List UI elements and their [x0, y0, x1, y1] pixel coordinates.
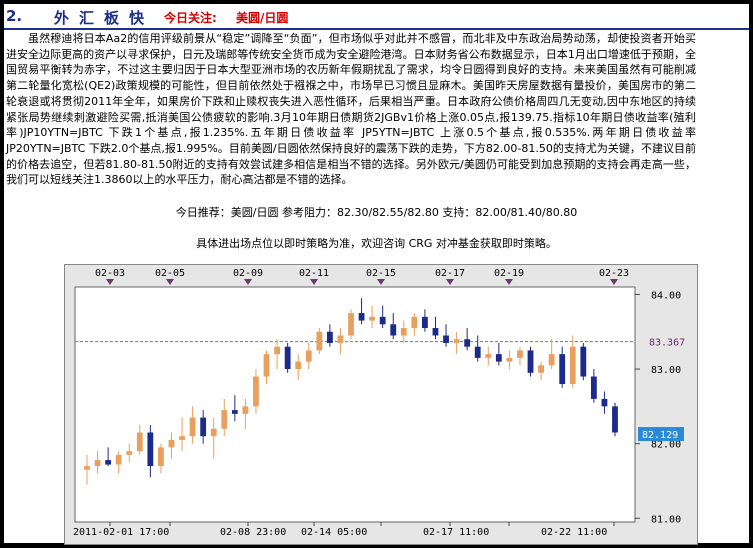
candle-body [210, 428, 217, 437]
candle-body [168, 439, 175, 448]
candle-body [305, 350, 312, 362]
date-marker-icon [377, 279, 385, 285]
usdjpy-chart: 02-03 02-05 02-09 02-11 02-15 02-17 02-19 02-23… [64, 264, 698, 545]
top-date-label: 02-11 [299, 268, 329, 279]
top-date-label: 02-03 [95, 268, 125, 279]
candle-body [179, 436, 185, 440]
candle-body [569, 346, 576, 384]
focus-value: 美圆/日圆 [236, 11, 289, 25]
focus-label: 今日关注: [164, 11, 217, 25]
last-price-box [638, 427, 684, 442]
candle-body [548, 354, 555, 366]
date-marker-icon [106, 279, 114, 285]
candle-body [432, 328, 439, 336]
candle-body [400, 328, 407, 336]
page-frame: 2. 外汇板快 今日关注: 美圆/日圆 虽然穆迪将日本Aa2的信用评级前景从“稳… [4, 4, 749, 545]
y-tick-label: 82.00 [651, 440, 681, 451]
candle-body [474, 346, 481, 358]
candle-body [527, 350, 534, 373]
candle-body [506, 357, 513, 362]
candle-body [390, 324, 397, 336]
date-marker-icon [610, 279, 618, 285]
top-date-label: 02-17 [435, 268, 465, 279]
candle-body [253, 376, 259, 407]
candle-body [369, 316, 376, 321]
candle-body [158, 447, 164, 467]
candle-body [443, 335, 449, 343]
candle-body [316, 331, 323, 351]
section-number: 2. [6, 7, 23, 25]
bottom-date-label: 02-08 23:00 [220, 527, 286, 538]
candle-body [200, 417, 207, 437]
candle-body [284, 346, 291, 370]
candle-body [295, 361, 302, 370]
candlestick-chart-svg: 02-03 02-05 02-09 02-11 02-15 02-17 02-19 02-23… [73, 268, 685, 538]
date-marker-icon [505, 279, 513, 285]
article-body: 虽然穆迪将日本Aa2的信用评级前景从“稳定”调降至“负面”，但市场似乎对此并不感… [6, 32, 696, 187]
bottom-date-label: 2011-02-01 17:00 [73, 527, 169, 538]
top-date-label: 02-05 [155, 268, 185, 279]
candle-body [274, 346, 280, 355]
candle-body [453, 339, 460, 343]
candle-body [517, 350, 523, 358]
candle-body [601, 398, 608, 407]
plot-area [74, 286, 636, 523]
top-date-label: 02-09 [233, 268, 263, 279]
candle-body [379, 316, 386, 325]
candle-body [422, 316, 428, 329]
candle-body [358, 313, 365, 321]
top-date-label: 02-19 [494, 268, 524, 279]
candle-body [464, 339, 471, 347]
candle-body [115, 454, 122, 465]
candle-body [84, 466, 90, 470]
last-price-label: 82.129 [642, 430, 678, 441]
candle-body [147, 432, 154, 467]
y-tick-label: 83.00 [651, 365, 681, 376]
candle-body [538, 365, 544, 373]
candle-body [612, 406, 618, 433]
candle-body [348, 313, 354, 336]
candle-body [495, 354, 502, 362]
top-date-label: 02-23 [599, 268, 629, 279]
candle-body [326, 331, 333, 343]
section-header: 2. 外汇板快 今日关注: 美圆/日圆 [4, 4, 749, 30]
date-marker-icon [166, 279, 174, 285]
bottom-date-label: 02-22 11:00 [541, 527, 607, 538]
candle-body [580, 346, 587, 377]
date-marker-icon [310, 279, 318, 285]
candle-body [105, 460, 112, 465]
candle-body [94, 460, 101, 467]
y-tick-label: 84.00 [651, 290, 681, 301]
candle-body [485, 354, 492, 358]
candle-body [136, 432, 143, 452]
candle-body [590, 376, 597, 399]
candle-body [189, 417, 196, 437]
candle-body [263, 354, 270, 377]
bottom-date-label: 02-17 11:00 [423, 527, 489, 538]
date-marker-icon [446, 279, 454, 285]
candle-body [221, 410, 228, 429]
candle-body [242, 406, 249, 414]
date-marker-icon [244, 279, 252, 285]
y-tick-label: 81.00 [651, 514, 681, 525]
candle-body [231, 410, 238, 414]
recommendation-line: 今日推荐：美圆/日圆 参考阻力：82.30/82.55/82.80 支持：82.… [175, 206, 578, 219]
disclaimer-line: 具体进出场点位以即时策略为准，欢迎咨询 CRG 对冲基金获取即时策略。 [196, 237, 557, 250]
candle-body [411, 316, 418, 329]
candle-body [126, 451, 133, 455]
reference-label: 83.367 [649, 338, 685, 349]
section-title: 外汇板快 [54, 9, 155, 27]
bottom-date-label: 02-14 05:00 [301, 527, 367, 538]
top-date-label: 02-15 [366, 268, 396, 279]
candle-body [337, 335, 344, 343]
candle-body [559, 354, 566, 384]
